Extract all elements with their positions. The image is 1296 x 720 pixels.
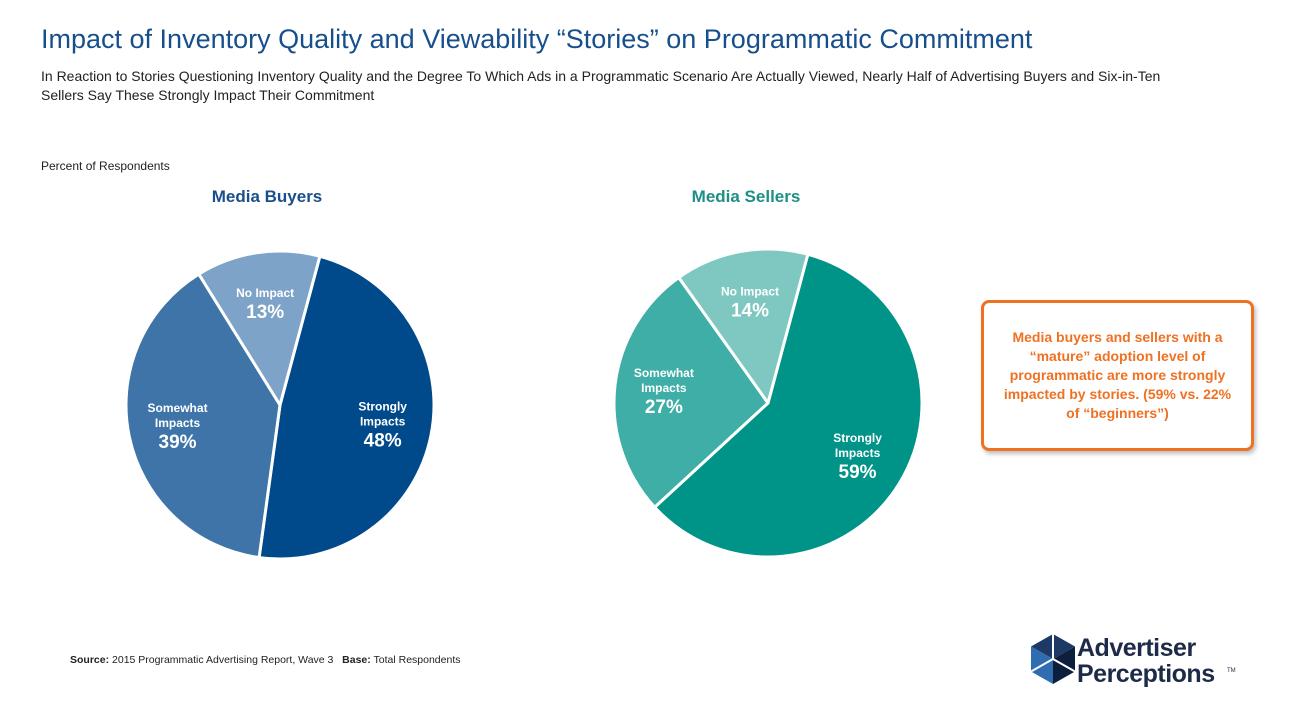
source-text: 2015 Programmatic Advertising Report, Wa… [112, 654, 334, 666]
media-buyers-value-no-impact: 13% [246, 302, 284, 323]
company-logo: Advertiser Perceptions TM [1031, 632, 1251, 692]
base-label: Base: [342, 654, 371, 666]
media-sellers-label-no-impact-1: No Impact [721, 284, 779, 298]
media-sellers-value-somewhat-impacts: 27% [645, 397, 683, 418]
media-buyers-value-somewhat-impacts: 39% [159, 432, 197, 453]
logo-line-2: Perceptions [1077, 660, 1215, 688]
media-sellers-slice-strongly-impacts [653, 252, 924, 559]
unit-note: Percent of Respondents [41, 159, 170, 173]
media-sellers-slice-somewhat-impacts [612, 275, 770, 509]
callout-text: Media buyers and sellers with a “mature”… [1003, 329, 1232, 421]
media-buyers-slice-strongly-impacts [257, 254, 436, 561]
slide-title: Impact of Inventory Quality and Viewabil… [41, 24, 1033, 54]
media-sellers-slice-no-impact [677, 247, 810, 405]
media-buyers-label-strongly-impacts-1: Strongly [358, 400, 407, 414]
media-sellers-label-somewhat-impacts-1: Somewhat [634, 366, 694, 380]
slide-subtitle: In Reaction to Stories Questioning Inven… [41, 68, 1161, 103]
media-sellers-label-somewhat-impacts-2: Impacts [641, 381, 687, 395]
media-buyers-label-somewhat-impacts-1: Somewhat [148, 401, 208, 415]
media-sellers-value-no-impact: 14% [731, 300, 769, 321]
logo-line-1: Advertiser [1077, 634, 1196, 662]
insight-callout: Media buyers and sellers with a “mature”… [981, 300, 1254, 451]
media-buyers-slice-no-impact [197, 249, 322, 407]
trademark-mark: TM [1227, 668, 1236, 674]
base-text: Total Respondents [373, 654, 461, 666]
source-label: Source: [70, 654, 110, 666]
cube-logo-icon [1031, 634, 1075, 684]
media-sellers-label-strongly-impacts-1: Strongly [833, 431, 882, 445]
buyers-chart-title: Media Buyers [211, 187, 323, 206]
media-sellers-value-strongly-impacts: 59% [839, 462, 877, 483]
media-buyers-label-somewhat-impacts-2: Impacts [155, 416, 201, 430]
footer-source: Source: 2015 Programmatic Advertising Re… [70, 654, 461, 666]
media-buyers-label-strongly-impacts-2: Impacts [360, 415, 406, 429]
sellers-chart-title: Media Sellers [691, 187, 801, 206]
media-sellers-label-strongly-impacts-2: Impacts [835, 446, 881, 460]
media-buyers-value-strongly-impacts: 48% [364, 431, 402, 452]
media-buyers-label-no-impact-1: No Impact [236, 286, 294, 300]
